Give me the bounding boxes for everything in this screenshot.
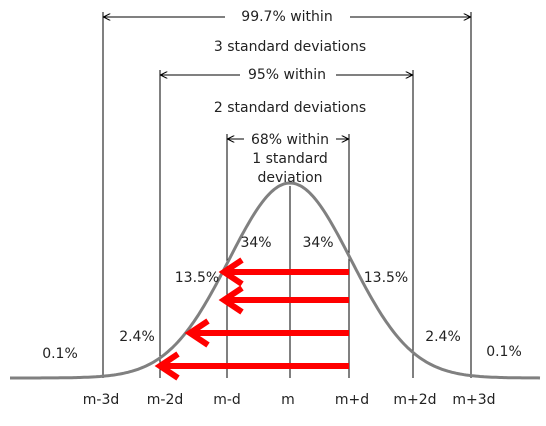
bracket-caption: 2 standard deviations	[214, 100, 366, 116]
bracket-arrows	[104, 17, 470, 139]
bracket-texts: 99.7% within 3 standard deviations 95% w…	[214, 9, 366, 186]
region-label: 34%	[302, 235, 333, 251]
region-label: 0.1%	[486, 344, 522, 360]
red-arrows	[154, 257, 349, 381]
bracket-label: 68% within	[251, 132, 329, 148]
region-label: 2.4%	[119, 329, 155, 345]
bracket-label: 95% within	[248, 67, 326, 83]
axis-label: m+d	[335, 392, 369, 408]
bracket-caption: 1 standard	[252, 151, 327, 167]
region-label: 0.1%	[42, 346, 78, 362]
bell-curve	[10, 181, 541, 380]
axis-label: m+3d	[452, 392, 495, 408]
bracket-caption: 3 standard deviations	[214, 39, 366, 55]
region-label: 2.4%	[425, 329, 461, 345]
axis-label: m+2d	[393, 392, 436, 408]
axis-label: m	[281, 392, 295, 408]
axis-label: m-2d	[147, 392, 183, 408]
region-label: 13.5%	[364, 270, 408, 286]
axis-label: m-d	[213, 392, 241, 408]
region-label: 13.5%	[175, 270, 219, 286]
bracket-label: 99.7% within	[241, 9, 332, 25]
bracket-caption: deviation	[257, 170, 322, 186]
axis-label: m-3d	[83, 392, 119, 408]
region-label: 34%	[240, 235, 271, 251]
